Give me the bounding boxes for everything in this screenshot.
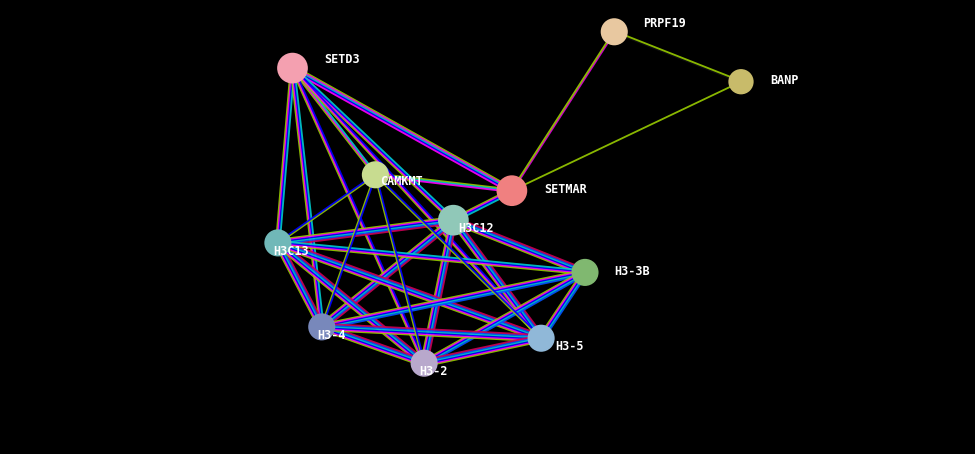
Circle shape <box>528 326 554 351</box>
Text: H3-3B: H3-3B <box>614 265 650 277</box>
Text: H3C12: H3C12 <box>458 222 494 235</box>
Circle shape <box>729 70 753 94</box>
Text: H3-2: H3-2 <box>419 365 448 378</box>
Text: PRPF19: PRPF19 <box>644 16 686 30</box>
Text: H3-5: H3-5 <box>556 340 584 353</box>
Text: H3C13: H3C13 <box>273 245 309 258</box>
Circle shape <box>497 176 526 205</box>
Text: BANP: BANP <box>770 74 799 87</box>
Text: H3-4: H3-4 <box>317 329 345 342</box>
Circle shape <box>309 314 334 340</box>
Text: SETMAR: SETMAR <box>544 183 587 196</box>
Circle shape <box>265 230 291 256</box>
Text: CAMKMT: CAMKMT <box>380 175 423 188</box>
Text: SETD3: SETD3 <box>325 53 361 66</box>
Circle shape <box>602 19 627 44</box>
Circle shape <box>439 206 468 235</box>
Circle shape <box>572 260 598 285</box>
Circle shape <box>411 350 437 376</box>
Circle shape <box>278 54 307 83</box>
Circle shape <box>363 162 388 188</box>
